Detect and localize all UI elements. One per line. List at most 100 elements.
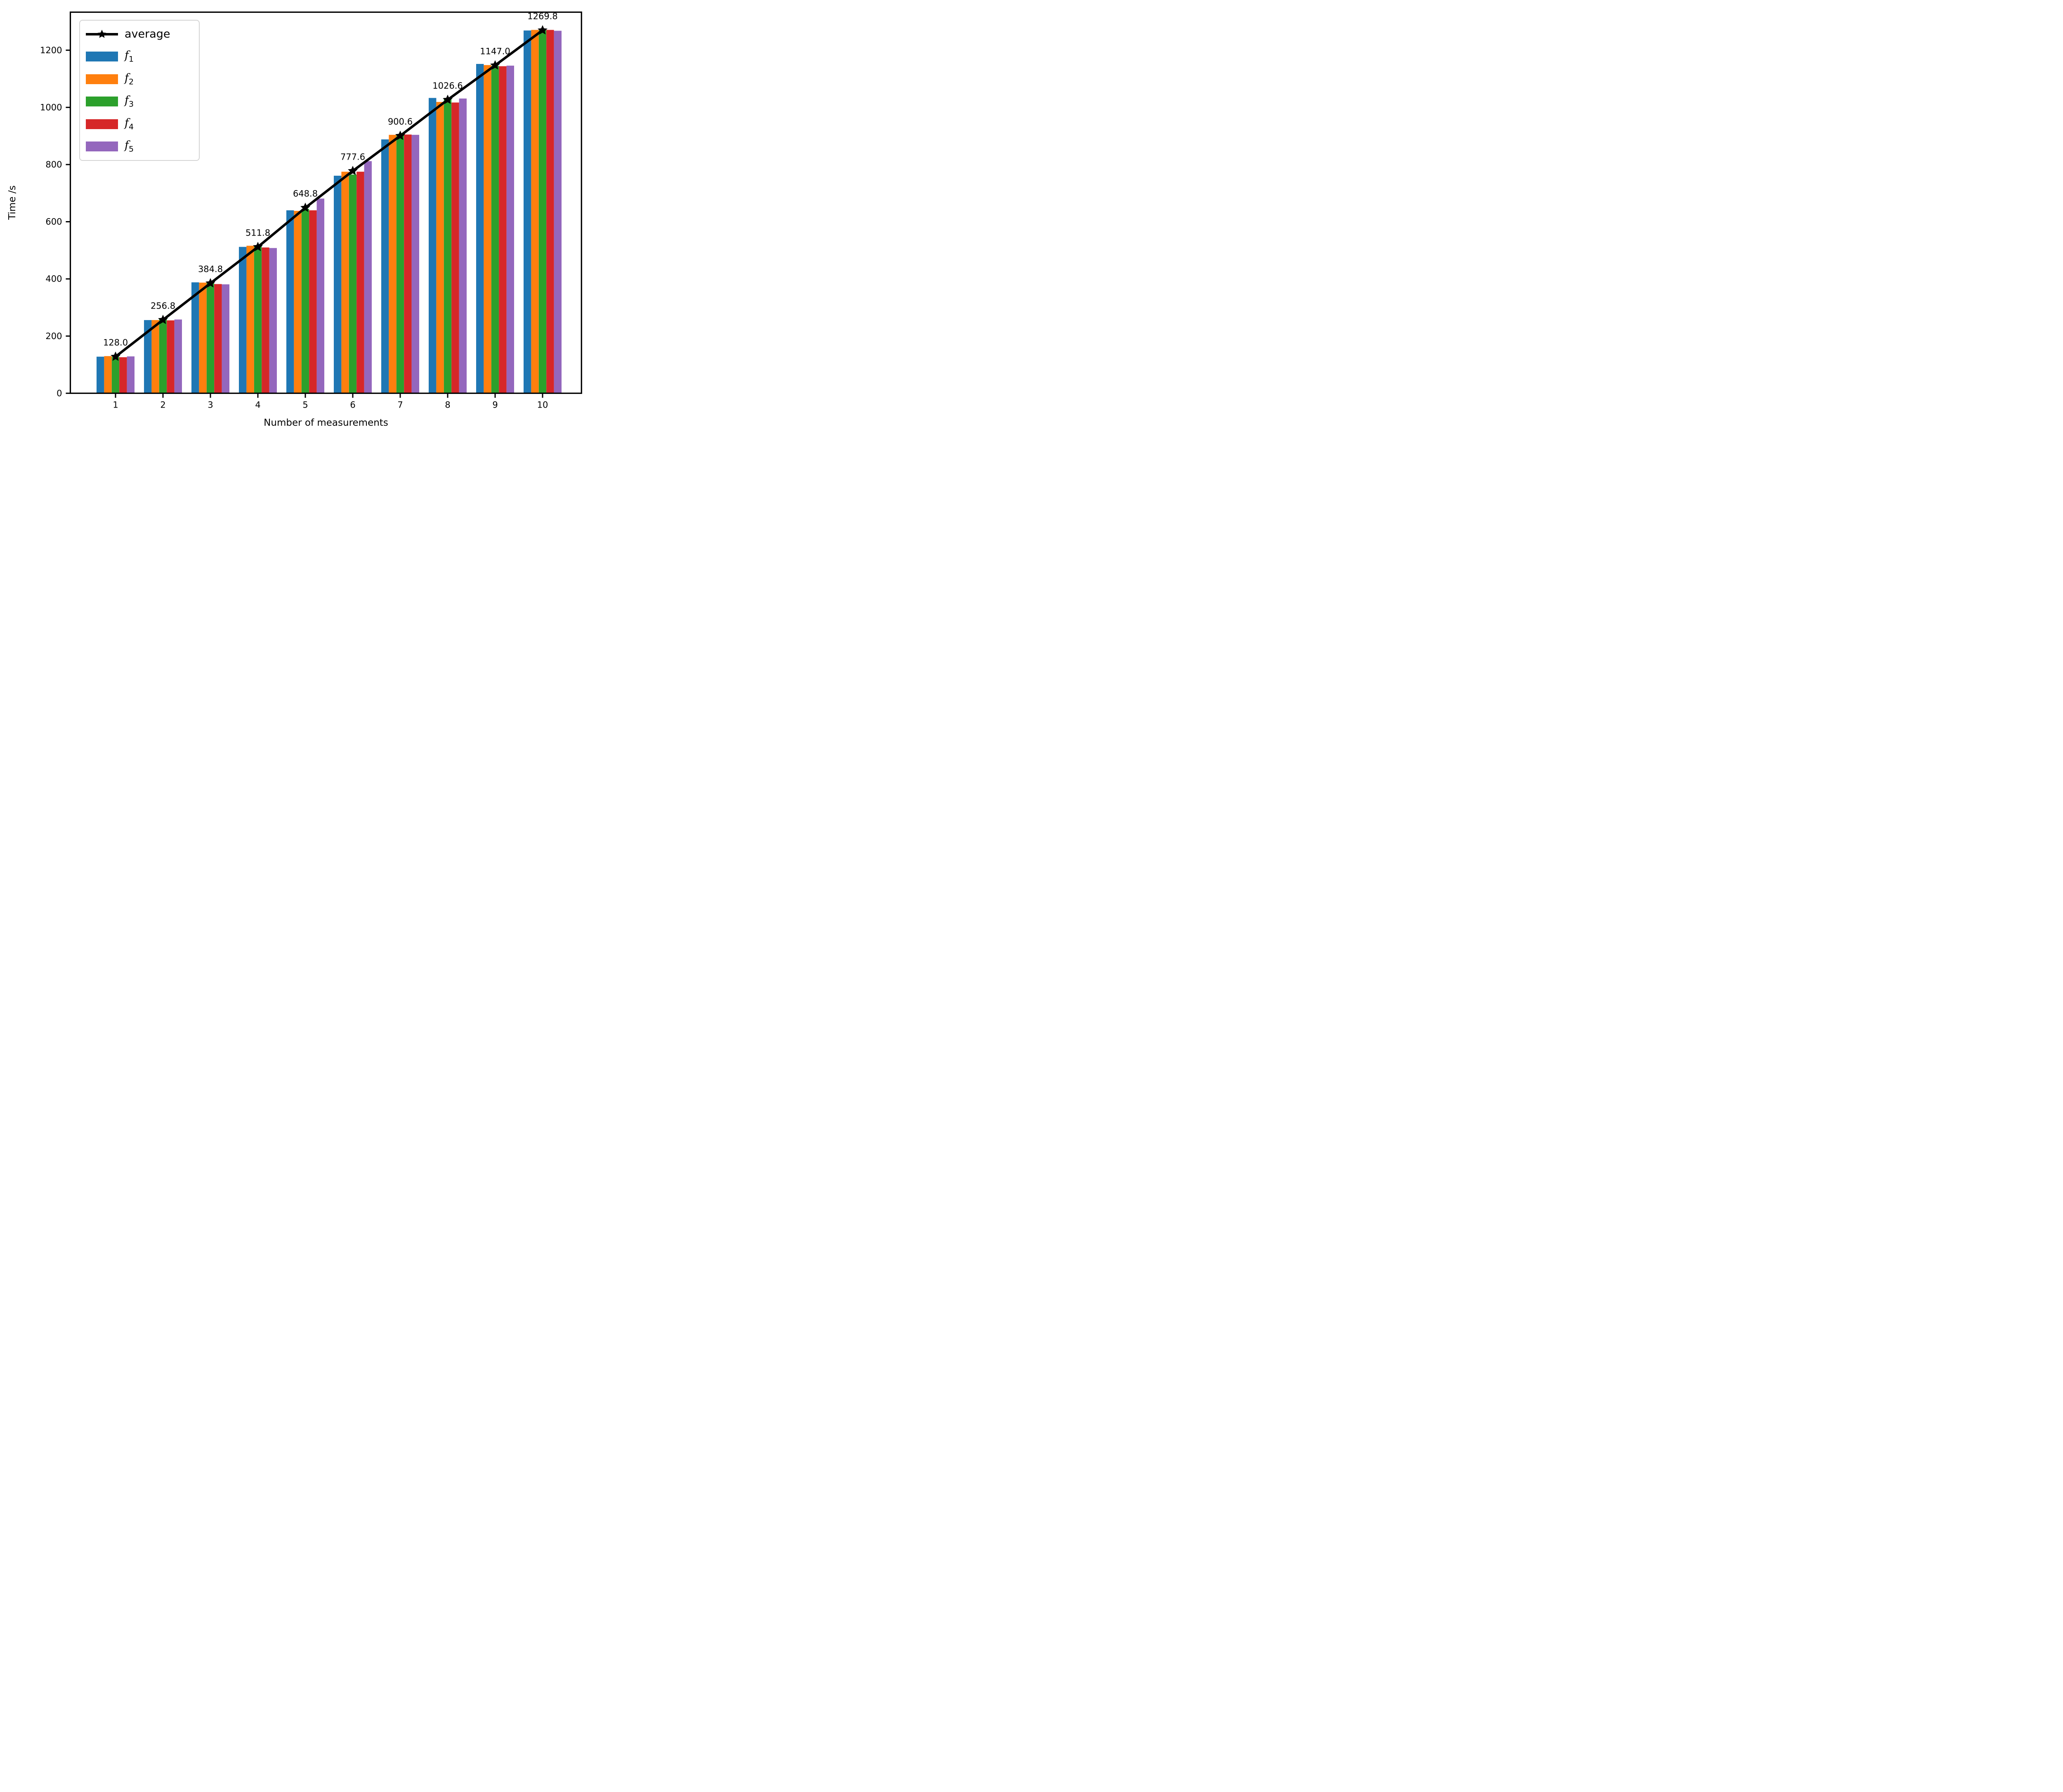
average-line-swatch <box>86 29 118 40</box>
legend-label: f2 <box>125 71 134 86</box>
data-label-x6: 777.6 <box>340 152 365 162</box>
bar-f1-x3 <box>191 282 199 394</box>
bar-f4-x1 <box>119 357 127 394</box>
data-label-x2: 256.8 <box>151 301 175 311</box>
x-tick-label-3: 3 <box>208 400 213 410</box>
average-star-marker-x10 <box>538 25 548 35</box>
bar-f2-x5 <box>294 211 302 394</box>
bar-f2-x3 <box>199 283 207 394</box>
legend-item-average: average <box>80 24 199 45</box>
bar-f4-x6 <box>356 172 364 394</box>
data-label-x10: 1269.8 <box>527 11 557 21</box>
data-label-x5: 648.8 <box>293 189 318 199</box>
bar-f2-x7 <box>389 134 397 394</box>
bar-f5-x3 <box>222 284 229 394</box>
y-tick-label-0: 0 <box>57 388 62 398</box>
bar-f4-x3 <box>214 284 222 394</box>
bar-f4-x5 <box>309 210 317 394</box>
legend-label: f4 <box>125 116 134 132</box>
average-star-marker-x2 <box>158 314 168 324</box>
bar-f5-x7 <box>411 134 419 394</box>
data-label-x4: 511.8 <box>245 228 270 238</box>
data-label-x7: 900.6 <box>388 117 413 127</box>
x-tick-label-5: 5 <box>302 400 308 410</box>
star-icon <box>97 29 106 38</box>
bar-f4-x9 <box>499 66 507 394</box>
y-tick-label-1200: 1200 <box>40 45 62 55</box>
bar-f4-x10 <box>546 30 554 394</box>
bar-f3-x5 <box>301 209 309 394</box>
average-star-marker-x1 <box>111 351 120 361</box>
average-star-marker-x5 <box>300 203 310 212</box>
color-swatch-icon <box>86 74 118 85</box>
color-swatch-icon <box>86 141 118 152</box>
legend-item-f4: f4 <box>80 113 199 135</box>
legend-label: f3 <box>125 94 134 109</box>
bar-f1-x4 <box>239 247 247 394</box>
legend-label: f5 <box>125 139 134 154</box>
bar-f2-x2 <box>151 320 159 394</box>
bar-f4-x2 <box>167 320 175 394</box>
bar-f2-x10 <box>531 30 539 394</box>
bar-f2-x4 <box>246 245 254 394</box>
bar-f3-x8 <box>444 98 452 394</box>
bar-f5-x10 <box>554 31 562 394</box>
bar-f3-x10 <box>538 30 547 394</box>
x-tick-label-1: 1 <box>113 400 118 410</box>
legend: average f1 f2 f3 f4 f5 <box>79 20 200 161</box>
data-label-x1: 128.0 <box>103 338 128 348</box>
color-swatch-icon <box>86 96 118 107</box>
color-swatch-icon <box>86 52 118 62</box>
average-star-marker-x9 <box>490 60 500 70</box>
color-swatch-icon <box>86 97 118 107</box>
bar-f3-x3 <box>206 283 215 394</box>
bar-f5-x2 <box>174 319 182 394</box>
plot-area: 128.0 256.8 384.8 511.8 648.8 777.6 900.6 1026.… <box>40 11 582 410</box>
chart: 128.0 256.8 384.8 511.8 648.8 777.6 900.6 1026.… <box>0 0 593 448</box>
bar-f1-x1 <box>97 356 104 394</box>
bar-f1-x9 <box>476 64 484 394</box>
bar-f1-x5 <box>286 210 294 394</box>
x-tick-label-4: 4 <box>255 400 260 410</box>
color-swatch-icon <box>86 74 118 84</box>
y-tick-label-400: 400 <box>45 274 62 284</box>
y-tick-label-600: 600 <box>45 217 62 227</box>
color-swatch-icon <box>86 119 118 130</box>
data-label-x8: 1026.6 <box>432 81 463 91</box>
color-swatch-icon <box>86 141 118 152</box>
bar-f3-x9 <box>491 66 499 394</box>
axes-spines <box>69 11 582 394</box>
x-tick-label-2: 2 <box>160 400 165 410</box>
x-tick-label-8: 8 <box>445 400 450 410</box>
x-tick-label-10: 10 <box>537 400 548 410</box>
bar-f4-x8 <box>451 102 459 394</box>
legend-item-f1: f1 <box>80 46 199 67</box>
legend-label: average <box>125 28 170 41</box>
average-line <box>115 29 543 358</box>
bar-f5-x5 <box>316 198 324 394</box>
bar-f3-x7 <box>396 135 404 394</box>
bar-f4-x7 <box>404 134 412 394</box>
data-label-x9: 1147.0 <box>480 46 510 56</box>
bar-f3-x2 <box>159 319 167 394</box>
x-axis-label: Number of measurements <box>264 417 388 428</box>
bar-f3-x1 <box>111 357 120 394</box>
bar-f3-x4 <box>254 246 262 394</box>
legend-item-f5: f5 <box>80 136 199 157</box>
y-tick-label-800: 800 <box>45 160 62 170</box>
y-tick-label-200: 200 <box>45 331 62 341</box>
bar-f5-x1 <box>127 356 135 394</box>
y-tick-label-1000: 1000 <box>40 102 62 112</box>
color-swatch-icon <box>86 51 118 62</box>
data-label-x3: 384.8 <box>198 264 223 274</box>
bar-f1-x10 <box>524 30 531 394</box>
average-star-marker-x6 <box>348 165 358 175</box>
legend-item-f3: f3 <box>80 91 199 112</box>
legend-label: f1 <box>125 49 134 64</box>
x-tick-label-6: 6 <box>350 400 355 410</box>
average-star-marker-x7 <box>395 130 405 140</box>
color-swatch-icon <box>86 119 118 129</box>
bar-f2-x8 <box>436 102 444 394</box>
average-star-marker-x4 <box>253 242 263 251</box>
bar-f2-x1 <box>104 356 112 394</box>
